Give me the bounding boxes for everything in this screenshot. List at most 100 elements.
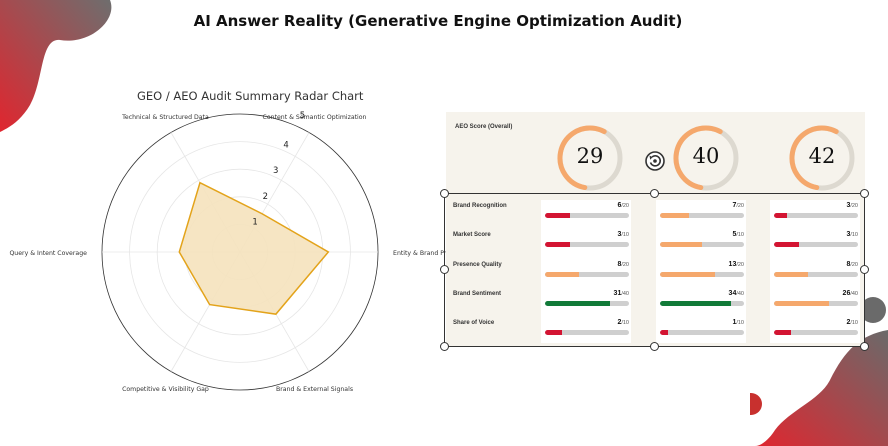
score-gauge-3: 42 — [788, 124, 856, 192]
metric-value: 34/40 — [729, 290, 744, 297]
metric-value: 7/20 — [732, 202, 744, 209]
selection-frame[interactable] — [444, 193, 865, 347]
metric-item: 3/20 — [774, 202, 858, 222]
radar-axis-label: Entity & Brand Presence — [393, 250, 460, 257]
page-title: AI Answer Reality (Generative Engine Opt… — [193, 12, 683, 30]
metric-bar-track — [660, 213, 744, 218]
metric-bar-track — [660, 330, 744, 336]
radar-series-area — [178, 181, 330, 315]
radar-axis-label: Content & Semantic Optimization — [263, 114, 367, 121]
metric-max: /10 — [621, 320, 629, 327]
radar-series — [178, 181, 330, 315]
metric-bar-track — [660, 271, 744, 277]
metric-item: 3/10 — [545, 231, 629, 251]
metric-item: 1/10 — [660, 319, 744, 339]
radar-axis-label: Technical & Structured Data — [121, 114, 209, 121]
metric-value: 3/20 — [846, 202, 858, 209]
metric-score: 8 — [846, 260, 851, 268]
metric-bar-fill — [774, 242, 800, 248]
radar-ring-label: 2 — [263, 192, 268, 202]
metric-max: /10 — [850, 320, 858, 327]
metric-bar-fill — [545, 300, 611, 306]
resize-handle-top-right[interactable] — [860, 189, 869, 198]
metric-score: 5 — [732, 231, 737, 239]
metric-bar-fill — [545, 242, 571, 248]
metric-max: /40 — [850, 290, 858, 297]
resize-handle-middle-left[interactable] — [440, 265, 449, 274]
metric-item: 6/20 — [545, 202, 629, 222]
metric-max: /10 — [736, 320, 744, 327]
metric-max: /10 — [621, 232, 629, 239]
metric-item: 7/20 — [660, 202, 744, 222]
resize-handle-bottom-center[interactable] — [650, 342, 659, 351]
metric-bar-track — [774, 213, 858, 218]
metric-score: 2 — [617, 319, 622, 327]
metric-item: 8/20 — [545, 261, 629, 281]
metrics-column-1: 6/20 3/10 8/20 31/40 2/10 — [541, 200, 631, 343]
radar-ring-label: 5 — [300, 111, 305, 121]
metric-bar-track — [545, 271, 629, 277]
score-gauge-ring — [557, 125, 623, 191]
metric-bar-fill — [774, 300, 829, 306]
metric-score: 3 — [846, 231, 851, 239]
metric-bar-track — [774, 242, 858, 248]
metric-score: 1 — [732, 319, 737, 327]
metric-score: 8 — [617, 260, 622, 268]
metric-item: 2/10 — [774, 319, 858, 339]
metric-bar-fill — [660, 213, 690, 218]
gauge-arc — [673, 125, 739, 191]
metric-value: 2/10 — [846, 319, 858, 326]
metric-max: /40 — [621, 290, 629, 297]
metric-item: 31/40 — [545, 290, 629, 310]
metric-bar-fill — [660, 242, 702, 248]
resize-handle-middle-right[interactable] — [860, 265, 869, 274]
metric-value: 5/10 — [732, 231, 744, 238]
metric-bar-fill — [660, 300, 732, 306]
radar-axis-label: Query & Intent Coverage — [9, 250, 87, 257]
metric-max: /20 — [850, 261, 858, 268]
metric-bar-fill — [660, 271, 715, 277]
metric-score: 3 — [617, 231, 622, 239]
rotate-handle-icon[interactable] — [643, 149, 667, 173]
metric-bar-fill — [545, 330, 562, 336]
resize-handle-top-center[interactable] — [650, 189, 659, 198]
metric-value: 26/40 — [843, 290, 858, 297]
resize-handle-bottom-right[interactable] — [860, 342, 869, 351]
metric-max: /10 — [850, 232, 858, 239]
resize-handle-bottom-left[interactable] — [440, 342, 449, 351]
radar-axis-label: Brand & External Signals — [276, 386, 353, 393]
row-label-presence-quality: Presence Quality — [453, 262, 502, 268]
gauge-arc — [557, 125, 623, 191]
metric-score: 7 — [732, 202, 737, 209]
radar-ring-label: 1 — [252, 217, 257, 227]
metric-score: 34 — [728, 289, 737, 297]
score-gauge-2: 40 — [672, 124, 740, 192]
metric-value: 6/20 — [617, 202, 629, 209]
score-value-2: 40 — [692, 144, 720, 168]
metric-bar-track — [774, 300, 858, 306]
metric-item: 8/20 — [774, 261, 858, 281]
metric-bar-track — [660, 242, 744, 248]
metric-value: 1/10 — [732, 319, 744, 326]
metric-bar-track — [660, 300, 744, 306]
metric-bar-fill — [660, 330, 669, 336]
metric-bar-fill — [545, 213, 571, 218]
metric-bar-track — [545, 300, 629, 306]
row-label-brand-recognition: Brand Recognition — [453, 203, 507, 209]
metric-item: 3/10 — [774, 231, 858, 251]
score-value-1: 29 — [576, 144, 604, 168]
metric-score: 13 — [728, 260, 737, 268]
resize-handle-top-left[interactable] — [440, 189, 449, 198]
row-label-brand-sentiment: Brand Sentiment — [453, 291, 502, 297]
metric-max: /40 — [736, 290, 744, 297]
metric-bar-fill — [774, 271, 808, 277]
metric-bar-track — [774, 330, 858, 336]
metric-bar-track — [545, 330, 629, 336]
metric-item: 5/10 — [660, 231, 744, 251]
metric-score: 26 — [842, 289, 851, 297]
score-gauge-1: 29 — [556, 124, 624, 192]
metric-score: 2 — [846, 319, 851, 327]
metric-bar-fill — [774, 213, 787, 218]
